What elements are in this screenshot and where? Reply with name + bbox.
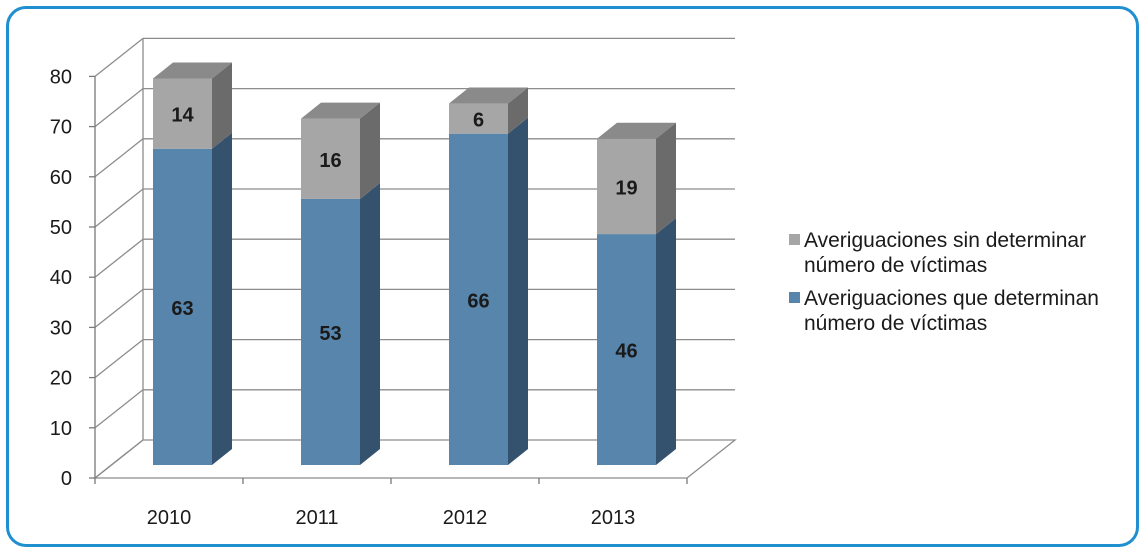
bar-top (301, 102, 380, 119)
bar-2011-sin-determinar (301, 102, 380, 199)
data-label: 14 (171, 105, 194, 127)
data-label: 46 (615, 341, 637, 363)
bars (153, 62, 676, 466)
bar-2013-sin-determinar (597, 122, 676, 235)
y-tick-label: 10 (50, 418, 72, 440)
data-label: 63 (171, 298, 193, 320)
grid-diagonal (94, 188, 144, 228)
bar-side (360, 182, 380, 465)
bar-side (212, 62, 232, 149)
bar-side (508, 117, 528, 466)
bar-side (212, 132, 232, 466)
y-tick-label: 0 (61, 468, 72, 490)
y-tick-label: 30 (50, 317, 72, 339)
legend-swatch-sin-determinar (789, 234, 800, 245)
bar-front (301, 118, 360, 199)
axes (89, 75, 688, 484)
legend-label-sin-determinar: Averiguaciones sin determinar número de … (804, 229, 1087, 277)
bar-2012-sin-determinar (449, 87, 528, 134)
grid-diagonal (94, 339, 144, 379)
grid-diagonal (94, 138, 144, 178)
bar-2010-sin-determinar (153, 62, 232, 149)
legend-item-sin-determinar: Averiguaciones sin determinar número de … (789, 228, 1145, 278)
legend: Averiguaciones sin determinar número de … (789, 228, 1145, 344)
data-label: 16 (319, 150, 341, 172)
floor (93, 439, 737, 479)
y-tick-label: 40 (50, 267, 72, 289)
y-tick-label: 70 (50, 117, 72, 139)
bar-2010-determinan (153, 132, 232, 466)
grid-diagonal (94, 88, 144, 128)
x-tick-label: 2012 (443, 507, 488, 529)
data-label: 6 (473, 110, 484, 132)
bar-front (301, 198, 360, 465)
legend-label-determinan: Averiguaciones que determinan número de … (804, 287, 1099, 335)
bar-front (597, 138, 656, 235)
labels: 0102030405060708063142010531620116662012… (50, 66, 638, 529)
grid-diagonal (94, 389, 144, 429)
y-tick-label: 60 (50, 167, 72, 189)
data-label: 66 (467, 290, 489, 312)
bar-top (153, 62, 232, 79)
bar-top (449, 87, 528, 104)
legend-item-determinan: Averiguaciones que determinan número de … (789, 286, 1145, 336)
bar-front (597, 234, 656, 465)
legend-swatch-determinan (789, 292, 800, 303)
x-tick-label: 2013 (591, 507, 636, 529)
bar-side (656, 122, 676, 235)
y-tick-label: 20 (50, 368, 72, 390)
bar-2011-determinan (301, 182, 380, 465)
bar-front (449, 133, 508, 465)
data-label: 53 (319, 323, 341, 345)
bar-2012-determinan (449, 117, 528, 466)
bar-side (360, 102, 380, 199)
bar-front (449, 103, 508, 134)
x-tick-label: 2011 (295, 507, 338, 529)
bar-front (153, 78, 212, 149)
bar-front (153, 148, 212, 466)
x-tick-label: 2010 (147, 507, 192, 529)
bar-side (508, 87, 528, 134)
y-tick-label: 80 (50, 66, 72, 88)
grid-diagonal (94, 238, 144, 278)
data-label: 19 (615, 177, 637, 199)
bar-top (597, 122, 676, 139)
y-tick-label: 50 (50, 217, 72, 239)
bar-2013-determinan (597, 218, 676, 465)
grid-diagonal (94, 37, 144, 77)
bar-side (656, 218, 676, 465)
grid-diagonal (94, 288, 144, 328)
